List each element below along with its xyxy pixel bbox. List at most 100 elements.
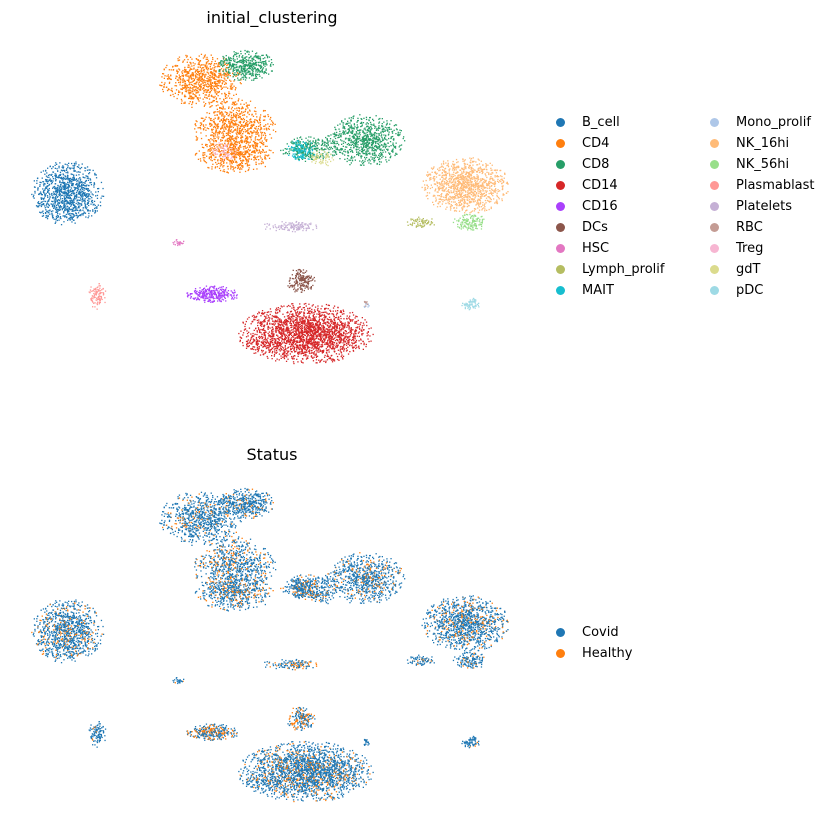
scatter-point: [252, 115, 255, 117]
scatter-point: [42, 215, 45, 217]
scatter-point: [258, 61, 260, 63]
scatter-point: [223, 150, 225, 152]
scatter-point: [54, 187, 57, 189]
scatter-point: [378, 146, 381, 148]
scatter-point: [243, 124, 246, 127]
scatter-point: [224, 145, 226, 147]
scatter-point: [45, 169, 47, 172]
scatter-point: [88, 215, 90, 217]
scatter-point: [225, 152, 227, 154]
scatter-point: [247, 159, 249, 161]
scatter-point: [346, 157, 349, 160]
scatter-point: [375, 142, 377, 144]
scatter-point: [248, 57, 250, 59]
scatter-point: [238, 151, 240, 154]
scatter-point: [208, 103, 211, 105]
scatter-point: [245, 125, 247, 127]
scatter-point: [456, 183, 458, 185]
scatter-point: [220, 157, 222, 160]
scatter-point: [191, 73, 193, 75]
scatter-point: [368, 138, 370, 140]
scatter-point: [261, 140, 263, 142]
scatter-point: [200, 160, 202, 162]
scatter-point: [241, 108, 243, 110]
scatter-point: [213, 81, 215, 83]
scatter-point: [59, 193, 61, 195]
scatter-point: [236, 66, 238, 69]
scatter-point: [245, 160, 248, 162]
scatter-point: [210, 134, 212, 136]
scatter-point: [43, 203, 45, 206]
scatter-point: [255, 62, 257, 64]
scatter-point: [237, 116, 240, 119]
scatter-point: [80, 189, 82, 191]
scatter-point: [175, 85, 178, 87]
scatter-point: [391, 132, 394, 134]
scatter-point: [223, 135, 226, 137]
scatter-point: [263, 128, 265, 130]
scatter-point: [222, 136, 224, 138]
scatter-point: [374, 156, 376, 158]
scatter-point: [185, 71, 187, 73]
scatter-point: [215, 111, 217, 113]
scatter-point: [220, 147, 222, 149]
scatter-point: [363, 117, 365, 119]
scatter-point: [68, 179, 70, 182]
scatter-point: [299, 145, 302, 147]
scatter-point: [336, 142, 339, 144]
scatter-point: [351, 131, 353, 133]
scatter-point: [310, 155, 312, 158]
scatter-point: [355, 139, 358, 141]
scatter-point: [272, 64, 274, 66]
scatter-point: [241, 56, 243, 58]
scatter-point: [219, 155, 221, 157]
scatter-point: [221, 150, 223, 152]
scatter-point: [253, 79, 255, 81]
scatter-point: [371, 139, 374, 141]
scatter-point: [291, 146, 293, 148]
scatter-point: [210, 85, 213, 87]
scatter-point: [237, 61, 239, 63]
scatter-point: [339, 151, 342, 154]
scatter-point: [311, 161, 313, 163]
scatter-point: [73, 205, 76, 207]
scatter-point: [234, 89, 236, 91]
scatter-point: [350, 125, 352, 127]
scatter-point: [365, 152, 367, 155]
scatter-point: [64, 205, 66, 207]
scatter-point: [298, 158, 300, 161]
scatter-point: [87, 175, 89, 178]
scatter-point: [180, 102, 183, 104]
scatter-point: [202, 124, 205, 126]
scatter-point: [228, 154, 230, 156]
scatter-point: [73, 174, 75, 176]
scatter-point: [241, 139, 243, 141]
scatter-point: [86, 206, 88, 208]
scatter-point: [231, 156, 233, 158]
scatter-point: [387, 134, 390, 136]
scatter-point: [237, 115, 240, 117]
scatter-point: [384, 130, 386, 132]
scatter-point: [188, 89, 190, 91]
scatter-point: [64, 189, 66, 191]
scatter-point: [374, 137, 376, 139]
scatter-point: [229, 63, 231, 65]
scatter-point: [64, 207, 66, 209]
scatter-point: [230, 57, 232, 60]
scatter-point: [321, 156, 323, 158]
scatter-point: [46, 180, 48, 183]
scatter-point: [222, 145, 224, 147]
scatter-point: [328, 156, 330, 158]
scatter-point: [59, 186, 61, 188]
scatter-point: [189, 74, 191, 77]
scatter-point: [222, 144, 224, 146]
scatter-point: [272, 122, 274, 124]
scatter-point: [440, 166, 442, 168]
scatter-point: [383, 128, 385, 130]
scatter-point: [299, 143, 301, 146]
scatter-point: [189, 56, 192, 58]
scatter-point: [86, 203, 88, 205]
scatter-point: [161, 85, 163, 87]
scatter-point: [73, 214, 75, 216]
scatter-point: [382, 127, 384, 129]
